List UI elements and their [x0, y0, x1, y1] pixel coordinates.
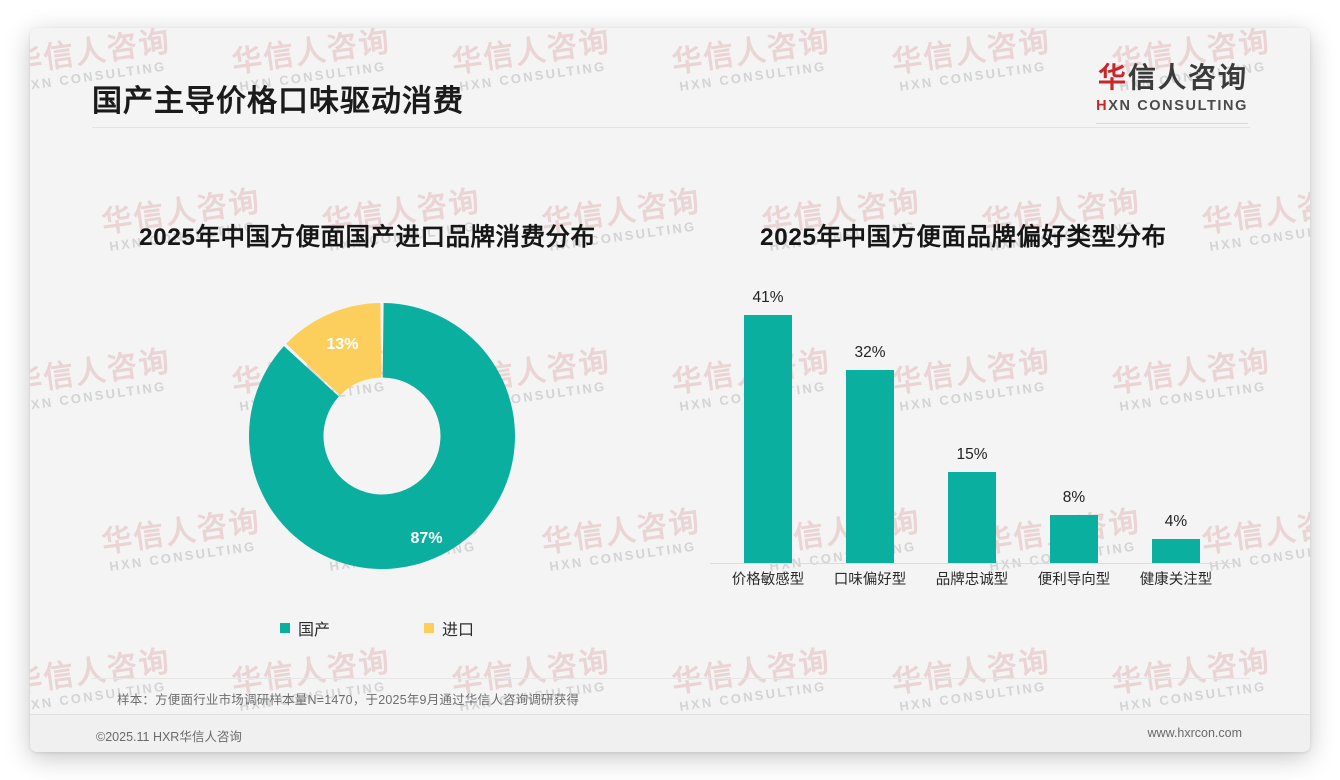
bar-value-label: 8%	[1062, 488, 1086, 506]
bar-健康关注型[interactable]	[1152, 538, 1200, 563]
bar-chart-title: 2025年中国方便面品牌偏好类型分布	[760, 224, 1167, 251]
bar-column: 4%	[1126, 273, 1226, 563]
charts-area: 2025年中国方便面国产进口品牌消费分布 87% 13% 国产	[30, 168, 1310, 668]
bar-价格敏感型[interactable]	[744, 315, 792, 563]
legend-item-guochan[interactable]: 国产	[279, 616, 330, 640]
source-note: 样本：方便面行业市场调研样本量N=1470，于2025年9月通过华信人咨询调研获…	[117, 693, 580, 707]
bar-category-label: 价格敏感型	[731, 572, 805, 588]
bar-column: 32%	[820, 273, 920, 563]
bar-column: 15%	[922, 273, 1022, 563]
bar-plot-area: 41% 32% 15% 8% 4%	[710, 273, 1240, 563]
watermark-english: HXN CONSULTING	[1118, 678, 1268, 714]
bar-chart: 41% 32% 15% 8% 4%	[710, 273, 1240, 564]
bar-口味偏好型[interactable]	[846, 369, 894, 563]
header-divider	[92, 127, 1250, 128]
bar-chart-panel: 2025年中国方便面品牌偏好类型分布 41% 32% 15% 8% 4% 价格敏感型 口味…	[690, 168, 1250, 668]
bar-value-label: 41%	[752, 289, 784, 307]
logo-english-first-char: H	[1096, 98, 1109, 114]
bar-value-label: 32%	[854, 343, 886, 361]
bar-column: 41%	[718, 273, 818, 563]
bar-category-label: 口味偏好型	[833, 572, 907, 588]
logo-chinese-rest: 信人咨询	[1127, 62, 1248, 93]
legend-swatch-icon-jinkou	[424, 623, 434, 633]
bar-category-label: 品牌忠诚型	[935, 572, 1009, 588]
bar-value-label: 4%	[1164, 512, 1188, 530]
watermark-english: HXN CONSULTING	[898, 678, 1048, 714]
bar-品牌忠诚型[interactable]	[948, 472, 996, 563]
page-title: 国产主导价格口味驱动消费	[92, 85, 464, 118]
source-divider	[92, 678, 1250, 679]
logo-underline	[1096, 122, 1248, 124]
bar-value-label: 15%	[956, 446, 988, 464]
donut-slice-label-jinkou: 13%	[326, 336, 358, 353]
logo-chinese-first-char: 华	[1097, 62, 1128, 93]
watermark-english: HXN CONSULTING	[678, 678, 828, 714]
slide-header: 国产主导价格口味驱动消费	[30, 28, 1310, 126]
logo-english-rest: XN CONSULTING	[1108, 98, 1248, 114]
footer-website[interactable]: www.hxrcon.com	[1147, 726, 1242, 740]
legend-label-guochan: 国产	[297, 622, 330, 639]
donut-legend: 国产 进口	[92, 616, 662, 640]
donut-chart: 87% 13%	[245, 299, 519, 573]
bar-category-label: 便利导向型	[1037, 572, 1111, 588]
donut-svg: 87% 13%	[249, 303, 516, 569]
bar-chart-x-axis	[710, 563, 1240, 564]
bar-column: 8%	[1024, 273, 1124, 563]
donut-chart-panel: 2025年中国方便面国产进口品牌消费分布 87% 13% 国产	[92, 168, 662, 668]
legend-item-jinkou[interactable]: 进口	[424, 616, 474, 640]
logo-chinese-text: 华信人咨询	[1096, 64, 1248, 92]
footer-divider	[30, 714, 1310, 715]
donut-chart-title: 2025年中国方便面国产进口品牌消费分布	[139, 224, 596, 251]
slide-page: 华信人咨询 HXN CONSULTING 华信人咨询 HXN CONSULTING 华信…	[30, 28, 1310, 752]
donut-slice-label-guochan: 87%	[411, 530, 443, 547]
donut-slice-国产[interactable]	[249, 303, 516, 569]
footer-copyright: ©2025.11 HXR华信人咨询	[96, 730, 242, 744]
bar-category-label: 健康关注型	[1139, 572, 1213, 588]
bar-chart-category-labels: 价格敏感型 口味偏好型 品牌忠诚型 便利导向型 健康关注型	[710, 568, 1240, 592]
company-logo: 华信人咨询 HXN CONSULTING	[1096, 64, 1248, 124]
slide-footer: ©2025.11 HXR华信人咨询 www.hxrcon.com	[30, 715, 1310, 752]
logo-english-text: HXN CONSULTING	[1096, 99, 1248, 114]
legend-label-jinkou: 进口	[442, 622, 475, 639]
legend-swatch-icon-guochan	[279, 623, 290, 633]
donut-slice-进口[interactable]	[286, 303, 382, 396]
bar-便利导向型[interactable]	[1050, 514, 1098, 563]
